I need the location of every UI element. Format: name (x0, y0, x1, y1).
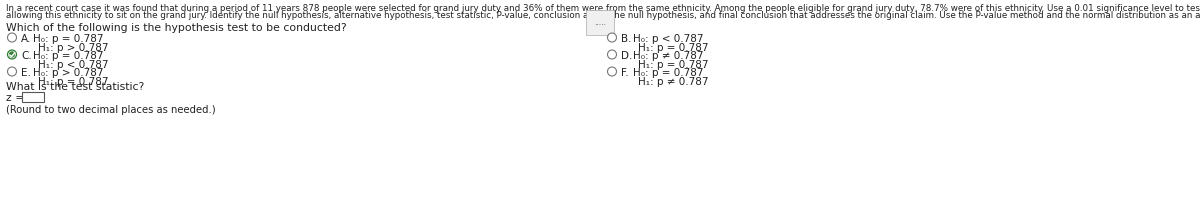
Text: C.: C. (22, 51, 31, 61)
Circle shape (607, 50, 617, 59)
Text: H₁: p ≠ 0.787: H₁: p ≠ 0.787 (638, 77, 708, 87)
Text: allowing this ethnicity to sit on the grand jury. Identify the null hypothesis, : allowing this ethnicity to sit on the gr… (6, 11, 1200, 20)
Text: H₀: p < 0.787: H₀: p < 0.787 (634, 34, 703, 44)
Circle shape (10, 52, 14, 57)
Text: A.: A. (22, 34, 31, 44)
FancyBboxPatch shape (22, 92, 44, 102)
Text: H₀: p > 0.787: H₀: p > 0.787 (34, 68, 103, 78)
Text: H₀: p ≠ 0.787: H₀: p ≠ 0.787 (634, 51, 703, 61)
Text: .....: ..... (594, 18, 606, 27)
Text: H₁: p = 0.787: H₁: p = 0.787 (38, 77, 108, 87)
Circle shape (607, 67, 617, 76)
Text: B.: B. (622, 34, 631, 44)
Circle shape (7, 33, 17, 42)
Text: D.: D. (622, 51, 632, 61)
Text: H₀: p = 0.787: H₀: p = 0.787 (34, 34, 103, 44)
Text: H₀: p = 0.787: H₀: p = 0.787 (34, 51, 103, 61)
Text: H₁: p = 0.787: H₁: p = 0.787 (638, 43, 708, 53)
Text: E.: E. (22, 68, 31, 78)
Text: (Round to two decimal places as needed.): (Round to two decimal places as needed.) (6, 105, 216, 115)
Circle shape (607, 33, 617, 42)
Text: Which of the following is the hypothesis test to be conducted?: Which of the following is the hypothesis… (6, 23, 347, 33)
Text: H₀: p = 0.787: H₀: p = 0.787 (634, 68, 703, 78)
Circle shape (7, 67, 17, 76)
Circle shape (7, 50, 17, 59)
Text: F.: F. (622, 68, 629, 78)
Text: H₁: p < 0.787: H₁: p < 0.787 (38, 60, 108, 70)
Text: z =: z = (6, 93, 24, 103)
Text: H₁: p = 0.787: H₁: p = 0.787 (638, 60, 708, 70)
Text: H₁: p > 0.787: H₁: p > 0.787 (38, 43, 108, 53)
Text: In a recent court case it was found that during a period of 11 years 878 people : In a recent court case it was found that… (6, 4, 1200, 13)
Text: What is the test statistic?: What is the test statistic? (6, 82, 144, 92)
